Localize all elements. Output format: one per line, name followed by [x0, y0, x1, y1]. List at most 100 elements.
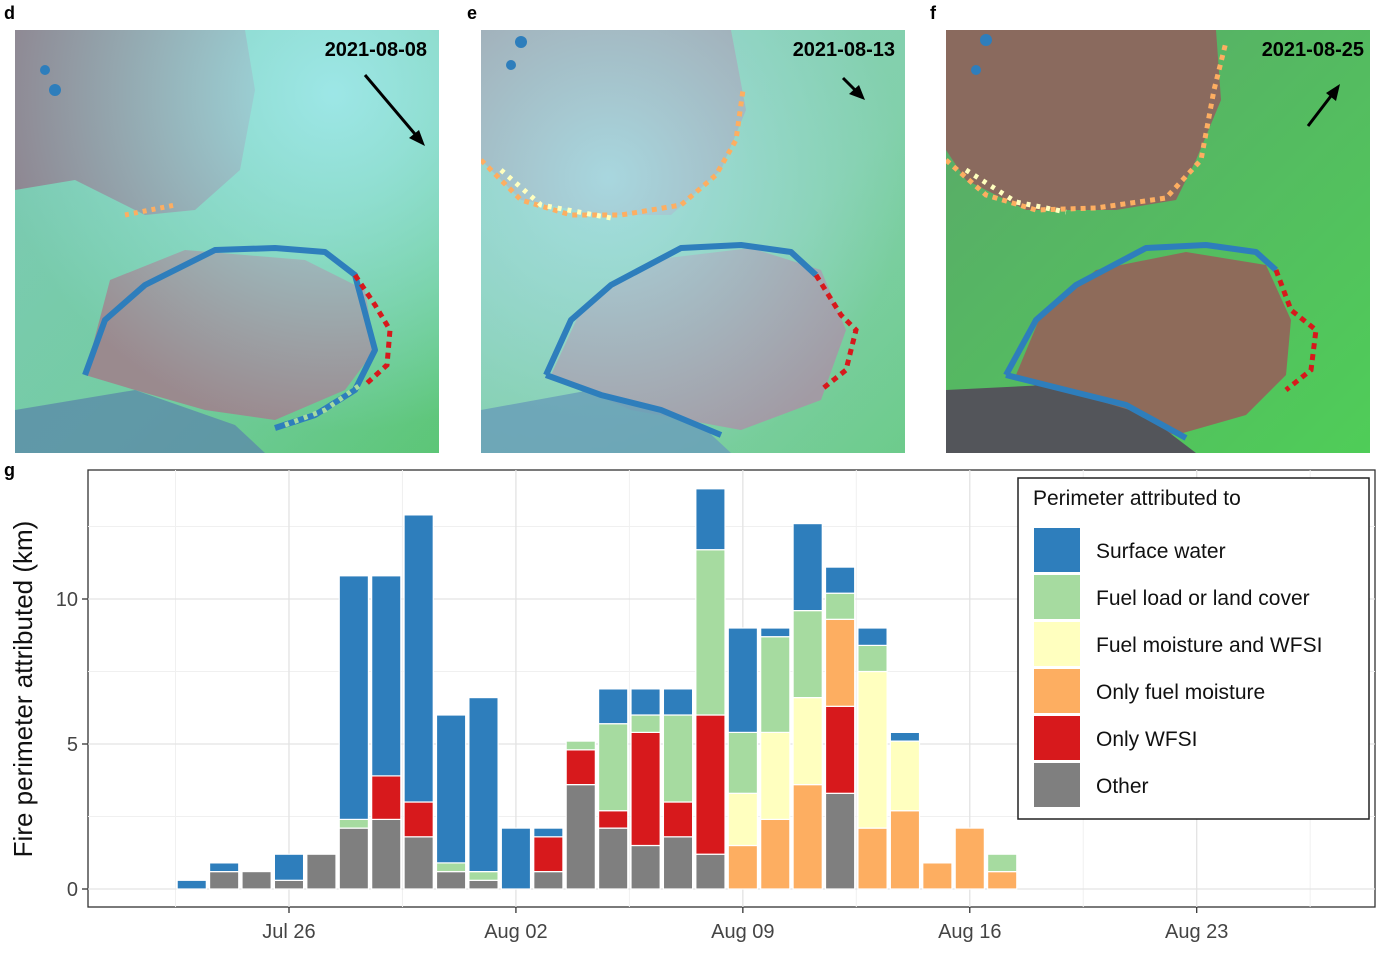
bar-segment-surface-water [889, 731, 921, 742]
bar-segment-other [208, 871, 240, 890]
bar-segment-other [630, 844, 661, 890]
legend: Perimeter attributed to Surface water Fue… [1017, 477, 1370, 820]
panel-letter-g: g [4, 460, 15, 480]
x-tick-label: Jul 26 [262, 921, 315, 943]
bar-segment-fuel-load-or-land-cover [987, 853, 1018, 873]
bar-segment-only-fuel-moisture [824, 618, 856, 707]
wind-arrow-icon [363, 74, 425, 146]
legend-swatch [1034, 622, 1080, 666]
bar-segment-surface-water [695, 488, 726, 551]
wind-arrow-icon [1306, 84, 1340, 127]
bar-segment-surface-water [500, 827, 532, 890]
bars [176, 488, 1018, 890]
bar-segment-surface-water [533, 827, 564, 838]
bar-segment-surface-water [727, 627, 759, 734]
y-tick-label: 0 [67, 879, 78, 901]
bar-segment-fuel-load-or-land-cover [597, 723, 629, 812]
bar-segment-fuel-moisture-and-wfsi [889, 740, 921, 812]
bar-segment-other [662, 836, 694, 890]
y-tick-label: 10 [56, 589, 78, 611]
bar-segment-surface-water [468, 697, 499, 873]
bar-segment-only-wfsi [695, 714, 726, 855]
bar-segment-only-fuel-moisture [727, 844, 759, 890]
bar-segment-surface-water [208, 862, 240, 873]
bar-segment-fuel-moisture-and-wfsi [760, 731, 791, 820]
bar-segment-fuel-moisture-and-wfsi [857, 670, 888, 829]
y-axis: 0 5 10 [56, 589, 88, 901]
bar-segment-only-wfsi [371, 775, 402, 820]
satellite-map-f: 2021-08-25 [946, 30, 1370, 453]
bar-segment-fuel-load-or-land-cover [630, 714, 661, 733]
satellite-map-d: 2021-08-08 [15, 30, 439, 453]
bar-segment-surface-water [792, 522, 823, 612]
bar-segment-only-wfsi [533, 836, 564, 873]
panel-letter-d: d [4, 3, 15, 23]
bar-segment-fuel-moisture-and-wfsi [792, 697, 823, 786]
bar-segment-other [565, 784, 596, 890]
bar-segment-only-wfsi [824, 705, 856, 794]
legend-label: Only fuel moisture [1096, 681, 1265, 704]
legend-label: Fuel load or land cover [1096, 587, 1310, 610]
bar-segment-fuel-moisture-and-wfsi [727, 792, 759, 847]
x-tick-label: Aug 02 [484, 921, 547, 943]
legend-swatch [1034, 575, 1080, 619]
bar-segment-fuel-load-or-land-cover [565, 740, 596, 751]
panel-letter-f: f [930, 3, 936, 23]
bar-segment-other [533, 871, 564, 890]
panel-date-f: 2021-08-25 [1262, 39, 1364, 61]
bar-segment-other [824, 792, 856, 890]
bar-segment-only-wfsi [565, 749, 596, 786]
bar-segment-only-fuel-moisture [954, 827, 985, 890]
bar-segment-surface-water [371, 575, 402, 777]
legend-swatch [1034, 669, 1080, 713]
x-tick-label: Aug 16 [938, 921, 1001, 943]
bar-segment-fuel-load-or-land-cover [468, 871, 499, 881]
y-axis-label: Fire perimeter attributed (km) [8, 521, 38, 858]
bar-segment-only-wfsi [662, 801, 694, 838]
bar-segment-fuel-load-or-land-cover [760, 636, 791, 733]
bar-segment-surface-water [338, 575, 370, 821]
panel-letter-e: e [467, 3, 478, 23]
bar-segment-fuel-load-or-land-cover [727, 731, 759, 794]
x-axis: Jul 26 Aug 02 Aug 09 Aug 16 Aug 23 [262, 907, 1228, 943]
legend-swatch [1034, 763, 1080, 807]
bar-segment-other [371, 818, 402, 890]
y-tick-label: 5 [67, 734, 78, 756]
bar-segment-surface-water [597, 688, 629, 725]
bar-segment-only-fuel-moisture [889, 810, 921, 890]
bar-segment-surface-water [176, 879, 207, 890]
legend-label: Surface water [1096, 540, 1226, 563]
bar-segment-only-fuel-moisture [857, 827, 888, 890]
bar-segment-fuel-load-or-land-cover [435, 862, 467, 873]
bar-segment-other [435, 871, 467, 890]
panel-date-e: 2021-08-13 [793, 39, 895, 61]
legend-swatch [1034, 716, 1080, 760]
bar-segment-only-wfsi [630, 731, 661, 847]
bar-segment-surface-water [824, 566, 856, 594]
bar-segment-other [338, 827, 370, 890]
panel-date-d: 2021-08-08 [325, 39, 427, 61]
x-tick-label: Aug 23 [1165, 921, 1228, 943]
bar-segment-fuel-load-or-land-cover [857, 644, 888, 673]
bar-segment-only-fuel-moisture [760, 818, 791, 890]
bar-segment-other [695, 853, 726, 890]
bar-segment-other [597, 827, 629, 890]
bar-segment-other [273, 879, 305, 890]
bar-segment-other [306, 853, 337, 890]
bar-segment-only-fuel-moisture [922, 862, 953, 890]
bar-segment-surface-water [273, 853, 305, 881]
bar-segment-surface-water [630, 688, 661, 716]
legend-title: Perimeter attributed to [1033, 487, 1241, 510]
legend-label: Only WFSI [1096, 728, 1198, 751]
bar-segment-only-wfsi [597, 810, 629, 829]
bar-segment-only-fuel-moisture [792, 784, 823, 890]
bar-segment-fuel-load-or-land-cover [662, 714, 694, 803]
bar-segment-surface-water [403, 514, 434, 803]
bar-segment-only-wfsi [403, 801, 434, 838]
bar-segment-fuel-load-or-land-cover [695, 549, 726, 716]
bar-segment-only-fuel-moisture [987, 871, 1018, 890]
bar-segment-surface-water [857, 627, 888, 646]
bar-segment-other [468, 879, 499, 890]
x-tick-label: Aug 09 [711, 921, 774, 943]
wind-arrow-icon [841, 76, 865, 100]
